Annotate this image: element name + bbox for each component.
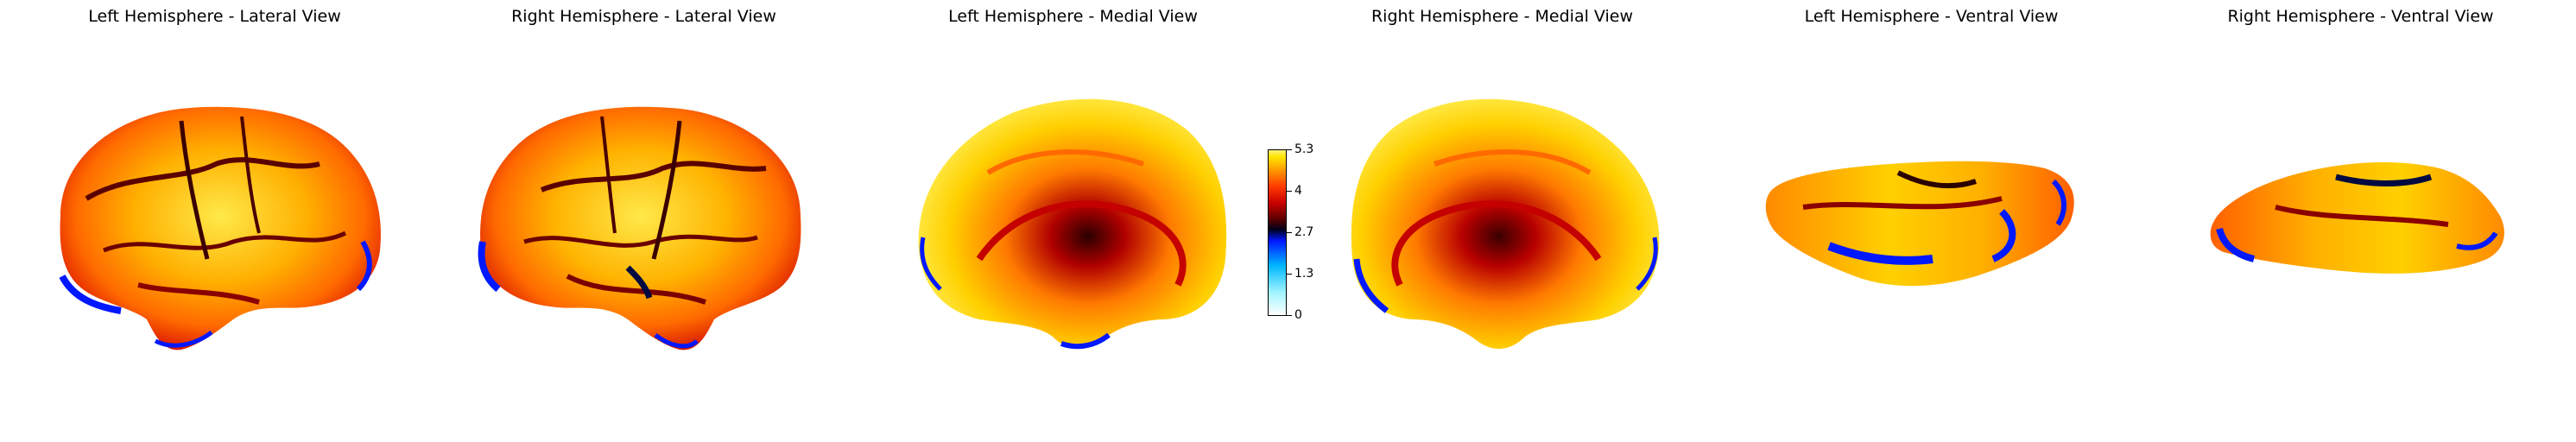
right-medial-brain-surface xyxy=(1351,98,1660,350)
left-ventral-brain-surface xyxy=(1765,161,2074,287)
panel-title: Left Hemisphere - Ventral View xyxy=(1804,7,2059,26)
right-lateral-brain-surface xyxy=(478,106,801,350)
panel-left-medial: Left Hemisphere - Medial View xyxy=(858,0,1288,442)
colorbar xyxy=(1268,149,1287,316)
panel-right-medial: Right Hemisphere - Medial View xyxy=(1288,0,1717,442)
panel-left-lateral: Left Hemisphere - Lateral View xyxy=(0,0,429,442)
colorbar-tick-label: 5.3 xyxy=(1294,142,1314,156)
colorbar-tick xyxy=(1287,149,1292,150)
panel-left-ventral: Left Hemisphere - Ventral View xyxy=(1717,0,2146,442)
panel-right-ventral: Right Hemisphere - Ventral View xyxy=(2146,0,2575,442)
panel-right-lateral: Right Hemisphere - Lateral View xyxy=(429,0,858,442)
left-lateral-brain-surface xyxy=(59,106,381,350)
colorbar-tick-label: 2.7 xyxy=(1294,225,1314,239)
left-medial-brain-surface xyxy=(918,98,1227,350)
panel-title: Left Hemisphere - Lateral View xyxy=(88,7,341,26)
panel-title: Right Hemisphere - Lateral View xyxy=(511,7,776,26)
right-ventral-brain-surface xyxy=(2210,162,2504,274)
colorbar-tick-label: 4 xyxy=(1294,184,1302,198)
colorbar-tick-label: 1.3 xyxy=(1294,267,1314,281)
panel-title: Right Hemisphere - Ventral View xyxy=(2227,7,2494,26)
colorbar-tick xyxy=(1287,315,1292,316)
colorbar-tick-label: 0 xyxy=(1294,308,1302,322)
panel-title: Right Hemisphere - Medial View xyxy=(1370,7,1634,26)
colorbar-tick xyxy=(1287,191,1292,192)
colorbar-tick xyxy=(1287,274,1292,275)
colorbar-tick xyxy=(1287,232,1292,233)
panel-title: Left Hemisphere - Medial View xyxy=(948,7,1198,26)
